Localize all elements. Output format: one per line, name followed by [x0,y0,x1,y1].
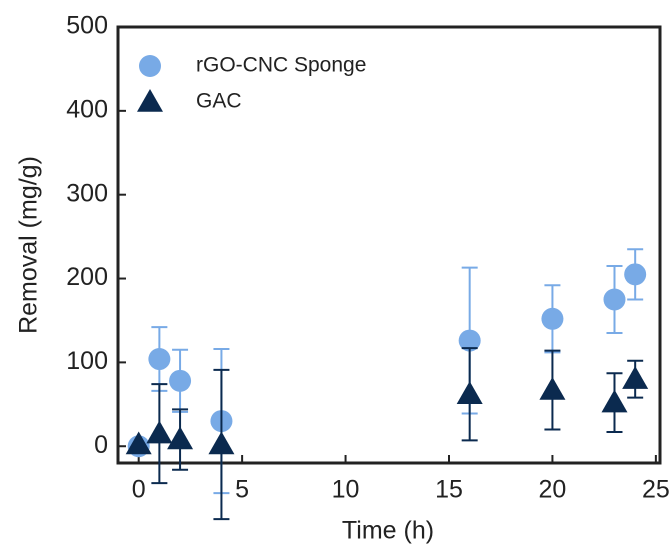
x-tick-label: 0 [132,476,146,504]
legend-label: GAC [196,90,242,113]
x-axis-label: Time (h) [342,517,434,545]
triangle-marker [539,377,566,400]
x-tick-label: 5 [235,476,249,504]
triangle-marker [622,366,649,389]
y-axis-label: Removal (mg/g) [15,156,43,334]
y-tick-label: 400 [66,95,108,123]
y-tick-label: 300 [66,179,108,207]
circle-marker [541,307,564,330]
triangle-marker [167,426,194,450]
circle-marker [458,329,481,352]
circle-marker [624,263,647,286]
circle-marker [148,348,171,371]
x-tick-label: 20 [539,476,567,504]
triangle-marker [137,89,163,112]
legend-label: rGO-CNC Sponge [196,54,366,77]
y-tick-label: 500 [66,12,108,40]
x-tick-label: 15 [435,476,463,504]
plot-frame [116,25,662,465]
y-tick-label: 200 [66,263,108,291]
x-tick-label: 25 [642,476,670,504]
triangle-marker [125,431,152,455]
triangle-marker [456,381,483,404]
circle-marker [603,288,626,311]
circle-marker [139,55,161,77]
triangle-marker [146,420,173,444]
y-tick-label: 100 [66,347,108,375]
y-tick-label: 0 [94,431,108,459]
x-tick-label: 10 [332,476,360,504]
triangle-marker [208,431,235,455]
circle-marker [169,369,192,392]
triangle-marker [601,389,628,413]
